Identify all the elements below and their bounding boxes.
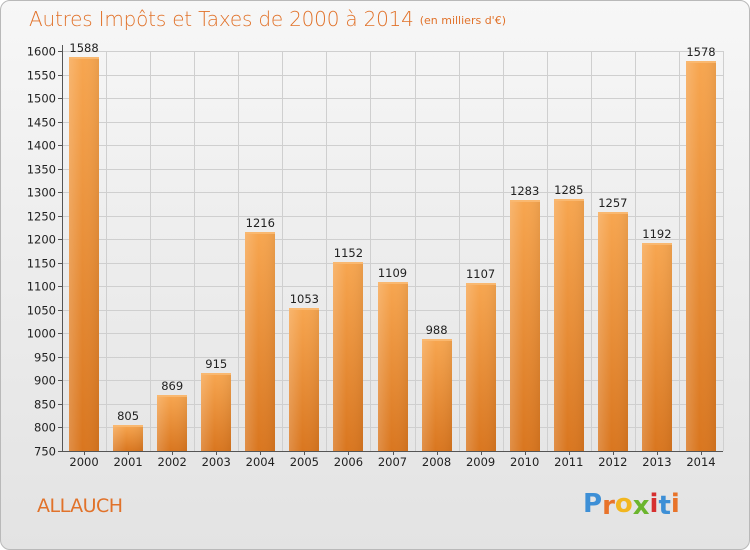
logo-letter: i bbox=[670, 489, 680, 519]
y-tick-label: 1000 bbox=[27, 327, 56, 341]
y-tick-label: 750 bbox=[34, 445, 56, 459]
y-tick-label: 900 bbox=[34, 374, 56, 388]
data-label-2003: 915 bbox=[205, 357, 227, 371]
bar-top-highlight bbox=[201, 373, 231, 375]
logo-letter: P bbox=[583, 489, 603, 519]
axes bbox=[58, 45, 723, 455]
bars bbox=[69, 57, 716, 451]
logo-letter: i bbox=[649, 489, 659, 519]
x-tick-label: 2003 bbox=[202, 455, 231, 469]
data-label-2009: 1107 bbox=[466, 267, 495, 281]
y-tick-label: 950 bbox=[34, 351, 56, 365]
x-tick-label: 2013 bbox=[642, 455, 671, 469]
data-labels: 1588 805 869 915 1216 1053 1152 1109 988 1107 1283… bbox=[69, 41, 715, 423]
bar-top-highlight bbox=[554, 199, 584, 201]
x-tick-label: 2011 bbox=[554, 455, 583, 469]
bar-shading bbox=[510, 200, 540, 451]
y-tick-label: 1400 bbox=[27, 139, 56, 153]
x-tick-label: 2004 bbox=[246, 455, 275, 469]
data-label-2008: 988 bbox=[426, 323, 448, 337]
chart-title: Autres Impôts et Taxes de 2000 à 2014 bbox=[29, 7, 414, 31]
bar-top-highlight bbox=[510, 200, 540, 202]
bar-top-highlight bbox=[157, 395, 187, 397]
bar-shading bbox=[333, 262, 363, 451]
bar-shading bbox=[289, 308, 319, 451]
logo-letter: r bbox=[602, 491, 615, 521]
proxiti-logo: Proxiti bbox=[583, 489, 680, 521]
bar-top-highlight bbox=[113, 425, 143, 427]
data-label-2000: 1588 bbox=[69, 41, 98, 55]
x-tick-label: 2009 bbox=[466, 455, 495, 469]
x-tick-label: 2001 bbox=[113, 455, 142, 469]
bar-shading bbox=[466, 283, 496, 451]
data-label-2013: 1192 bbox=[642, 227, 671, 241]
bar-shading bbox=[422, 339, 452, 451]
x-tick-label: 2008 bbox=[422, 455, 451, 469]
x-tick-label: 2007 bbox=[378, 455, 407, 469]
x-tick-label: 2010 bbox=[510, 455, 539, 469]
x-tick-label: 2000 bbox=[69, 455, 98, 469]
y-tick-label: 1200 bbox=[27, 233, 56, 247]
data-label-2014: 1578 bbox=[686, 45, 715, 59]
bar-shading bbox=[642, 243, 672, 451]
data-label-2012: 1257 bbox=[598, 196, 627, 210]
y-tick-label: 1300 bbox=[27, 186, 56, 200]
logo-letter: o bbox=[614, 489, 633, 519]
bar-shading bbox=[554, 199, 584, 451]
y-tick-label: 1600 bbox=[27, 45, 56, 59]
y-tick-labels: 750 800 850 900 950 1000 1050 1100 1150 1200 1250 1… bbox=[27, 45, 56, 459]
bar-shading bbox=[598, 212, 628, 451]
bar-top-highlight bbox=[466, 283, 496, 285]
bar-shading bbox=[113, 425, 143, 451]
chart-title-block: Autres Impôts et Taxes de 2000 à 2014 (en… bbox=[29, 7, 506, 31]
logo-letter: x bbox=[632, 491, 650, 521]
bar-top-highlight bbox=[422, 339, 452, 341]
data-label-2011: 1285 bbox=[554, 183, 583, 197]
data-label-2010: 1283 bbox=[510, 184, 539, 198]
y-tick-label: 1550 bbox=[27, 69, 56, 83]
bar-top-highlight bbox=[378, 282, 408, 284]
logo-letter: t bbox=[658, 491, 671, 521]
data-label-2004: 1216 bbox=[246, 216, 275, 230]
bar-top-highlight bbox=[686, 61, 716, 63]
data-label-2001: 805 bbox=[117, 409, 139, 423]
bar-shading bbox=[245, 232, 275, 451]
data-label-2002: 869 bbox=[161, 379, 183, 393]
y-tick-label: 1050 bbox=[27, 304, 56, 318]
place-name: ALLAUCH bbox=[37, 495, 123, 517]
x-tick-label: 2005 bbox=[290, 455, 319, 469]
y-tick-label: 1350 bbox=[27, 163, 56, 177]
bar-top-highlight bbox=[289, 308, 319, 310]
bar-shading bbox=[201, 373, 231, 451]
bar-shading bbox=[69, 57, 99, 451]
bar-top-highlight bbox=[598, 212, 628, 214]
y-tick-label: 1250 bbox=[27, 210, 56, 224]
y-tick-label: 1500 bbox=[27, 92, 56, 106]
bar-shading bbox=[378, 282, 408, 451]
x-tick-label: 2006 bbox=[334, 455, 363, 469]
y-tick-label: 1150 bbox=[27, 257, 56, 271]
bar-top-highlight bbox=[69, 57, 99, 59]
y-tick-label: 1450 bbox=[27, 116, 56, 130]
x-tick-label: 2012 bbox=[598, 455, 627, 469]
data-label-2005: 1053 bbox=[290, 292, 319, 306]
y-tick-label: 850 bbox=[34, 398, 56, 412]
x-tick-label: 2002 bbox=[158, 455, 187, 469]
data-label-2007: 1109 bbox=[378, 266, 407, 280]
chart-subtitle: (en milliers d'€) bbox=[419, 14, 506, 27]
bar-top-highlight bbox=[333, 262, 363, 264]
data-label-2006: 1152 bbox=[334, 246, 363, 260]
bar-top-highlight bbox=[642, 243, 672, 245]
y-tick-label: 800 bbox=[34, 421, 56, 435]
bar-shading bbox=[686, 61, 716, 451]
bar-top-highlight bbox=[245, 232, 275, 234]
x-tick-label: 2014 bbox=[686, 455, 715, 469]
x-tick-labels: 2000 2001 2002 2003 2004 2005 2006 2007 2008 2009… bbox=[69, 455, 715, 469]
bar-shading bbox=[157, 395, 187, 451]
y-tick-label: 1100 bbox=[27, 280, 56, 294]
